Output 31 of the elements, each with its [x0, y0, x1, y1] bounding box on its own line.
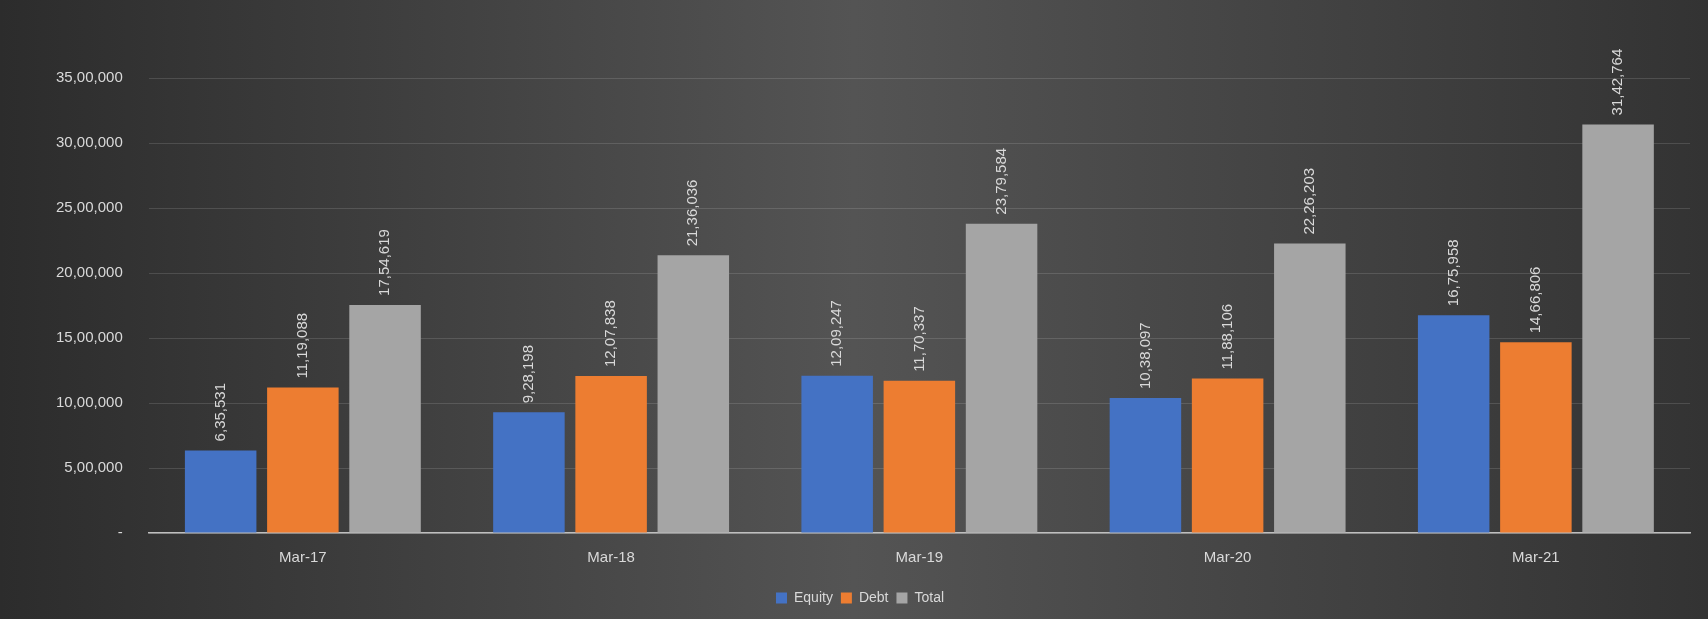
data-label: 16,75,958: [1443, 239, 1461, 307]
y-tick-label: 35,00,000: [56, 68, 123, 86]
x-tick-label: Mar-17: [279, 548, 327, 566]
legend-label: Equity: [793, 588, 833, 605]
y-tick-label: 10,00,000: [56, 393, 123, 411]
data-label: 9,28,198: [519, 344, 537, 404]
y-tick-label: -: [117, 523, 123, 541]
y-tick-label: 30,00,000: [56, 133, 123, 151]
x-tick-label: Mar-19: [895, 548, 944, 566]
x-tick-label: Mar-20: [1203, 548, 1252, 566]
y-tick-label: 5,00,000: [64, 458, 123, 476]
data-label: 23,79,584: [991, 147, 1009, 215]
data-label: 12,07,838: [601, 300, 619, 367]
data-label: 11,19,088: [293, 312, 310, 379]
y-tick-label: 20,00,000: [56, 263, 123, 281]
data-label: 31,42,764: [1608, 48, 1626, 116]
data-label: 12,09,247: [827, 300, 845, 367]
y-tick-label: 25,00,000: [56, 198, 123, 216]
x-tick-label: Mar-21: [1512, 548, 1560, 566]
data-label: 10,38,097: [1135, 322, 1153, 390]
legend-label: Debt: [858, 588, 889, 605]
data-label: 14,66,806: [1526, 266, 1544, 334]
x-tick-label: Mar-18: [587, 548, 635, 566]
legend-label: Total: [914, 588, 945, 605]
data-label: 17,54,619: [375, 229, 393, 296]
data-label: 11,88,106: [1217, 303, 1235, 370]
y-tick-label: 15,00,000: [56, 328, 123, 346]
data-label: 11,70,337: [909, 306, 927, 372]
data-label: 21,36,036: [683, 179, 701, 247]
data-label: 22,26,203: [1299, 167, 1317, 235]
data-label: 6,35,531: [210, 382, 228, 442]
